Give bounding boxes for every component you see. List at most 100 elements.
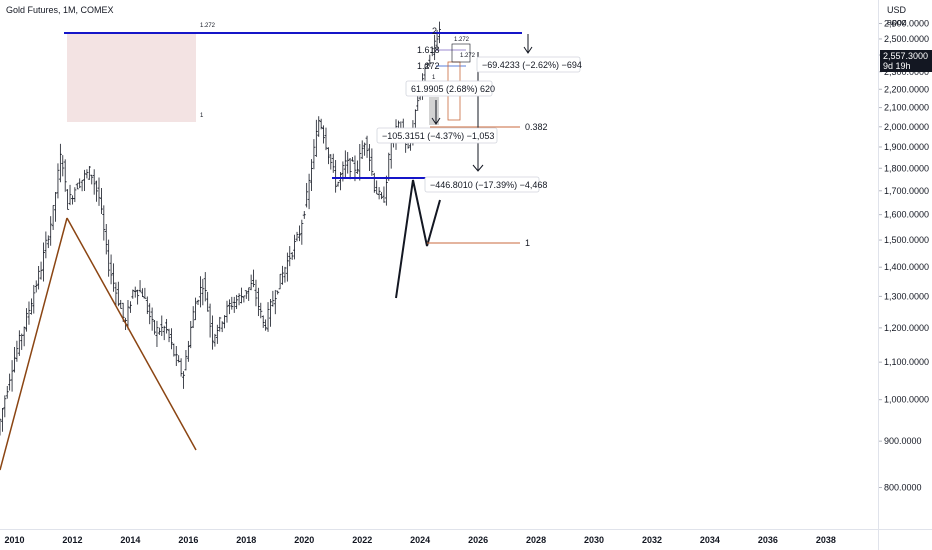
candle — [143, 287, 147, 299]
measure-box-4[interactable] — [424, 176, 540, 193]
candle — [278, 273, 282, 290]
candle — [85, 169, 89, 179]
candle — [5, 385, 9, 399]
candle — [331, 153, 335, 173]
y-tick-label: 1,200.0000 — [884, 323, 929, 333]
candle — [232, 296, 236, 313]
candle — [218, 316, 222, 332]
y-tick-label: 1,600.0000 — [884, 210, 929, 220]
candle — [191, 306, 195, 328]
fib-label-zone-low: 1 — [200, 113, 204, 119]
fib-label-top: 1.272 — [200, 23, 216, 29]
measure-box-1[interactable] — [476, 56, 581, 73]
candle — [249, 274, 253, 291]
candle — [322, 125, 326, 144]
x-tick-label: 2034 — [700, 535, 720, 545]
candle — [210, 315, 214, 350]
candle — [252, 269, 256, 288]
candle — [281, 265, 285, 285]
measure-label-4: −446.8010 (−17.39%) −4,468 — [430, 180, 547, 190]
alias-label: apoz — [887, 17, 907, 27]
measure-box-3[interactable] — [376, 127, 498, 144]
candle — [78, 178, 82, 189]
x-tick-label: 2012 — [62, 535, 82, 545]
candle — [140, 288, 144, 298]
candle — [355, 160, 359, 174]
candle — [293, 234, 297, 260]
candle — [162, 325, 166, 341]
x-tick-label: 2024 — [410, 535, 430, 545]
fib-label-1272b: 1.272 — [454, 37, 470, 43]
x-tick-label: 2030 — [584, 535, 604, 545]
candle — [213, 333, 217, 347]
candle — [61, 155, 65, 177]
candle — [174, 346, 178, 367]
candle — [17, 330, 21, 356]
trendline-up-2009-2011[interactable] — [0, 217, 68, 471]
fib-zone-rect[interactable] — [67, 34, 196, 122]
candle — [261, 315, 265, 328]
x-axis[interactable]: 2010 2012 2014 2016 2018 2020 2022 2024 2026 2028… — [4, 535, 835, 545]
candle — [73, 187, 77, 203]
candle — [256, 287, 260, 317]
candle — [203, 272, 207, 302]
fib-small-box-b[interactable] — [451, 43, 471, 63]
y-tick-label: 1,700.0000 — [884, 186, 929, 196]
candle — [324, 127, 328, 151]
y-tick-label: 1,100.0000 — [884, 357, 929, 367]
candle — [225, 300, 229, 323]
y-tick-label: 1,400.0000 — [884, 262, 929, 272]
candle — [244, 290, 248, 299]
candle — [97, 177, 101, 206]
time-axis-separator — [0, 529, 932, 530]
candle — [310, 159, 314, 191]
candle — [49, 216, 53, 246]
candle — [157, 327, 161, 335]
candle — [184, 350, 188, 371]
candle — [312, 139, 316, 170]
candle — [41, 242, 45, 282]
candle — [150, 307, 154, 331]
y-axis[interactable]: 800.0000 900.0000 1,000.0000 1,100.0000 1,20… — [878, 19, 929, 493]
candle — [273, 289, 277, 315]
candle — [0, 418, 2, 436]
candle — [377, 187, 381, 200]
x-tick-label: 2020 — [294, 535, 314, 545]
candle — [295, 231, 299, 242]
candle — [10, 360, 14, 392]
last-price-tag: 2,557.3000 9d 19h — [880, 50, 932, 72]
candle — [155, 320, 159, 347]
y-tick-label: 900.0000 — [884, 436, 922, 446]
fib-small-box-grey — [429, 97, 439, 125]
currency-label[interactable]: USD — [887, 5, 907, 15]
y-tick-label: 1,800.0000 — [884, 163, 929, 173]
candle — [44, 231, 48, 259]
measure-label-2: 61.9905 (2.68%) 620 — [411, 84, 495, 94]
x-tick-label: 2036 — [758, 535, 778, 545]
x-tick-label: 2032 — [642, 535, 662, 545]
candle — [12, 346, 16, 373]
candle — [167, 328, 171, 343]
candle — [70, 195, 74, 205]
candle — [297, 225, 301, 242]
candle — [39, 261, 43, 280]
fib-label-1272c: 1.272 — [460, 53, 476, 59]
candle — [8, 373, 12, 391]
candle — [242, 295, 246, 303]
candle — [247, 287, 251, 301]
measure-box-2[interactable] — [405, 80, 493, 97]
candle — [138, 280, 142, 293]
candle — [160, 315, 164, 337]
candle — [128, 301, 132, 313]
level-label-2: 2 — [432, 26, 437, 36]
measure-label-1: −69.4233 (−2.62%) −694 — [482, 60, 582, 70]
candle — [290, 251, 294, 260]
chart-title: Gold Futures, 1M, COMEX — [6, 5, 114, 15]
zigzag-pattern[interactable] — [395, 179, 441, 299]
candle — [259, 302, 263, 319]
candle — [68, 184, 72, 206]
candle — [179, 358, 183, 377]
trendline-down-2011-2016[interactable] — [66, 217, 197, 451]
candle — [111, 263, 115, 292]
